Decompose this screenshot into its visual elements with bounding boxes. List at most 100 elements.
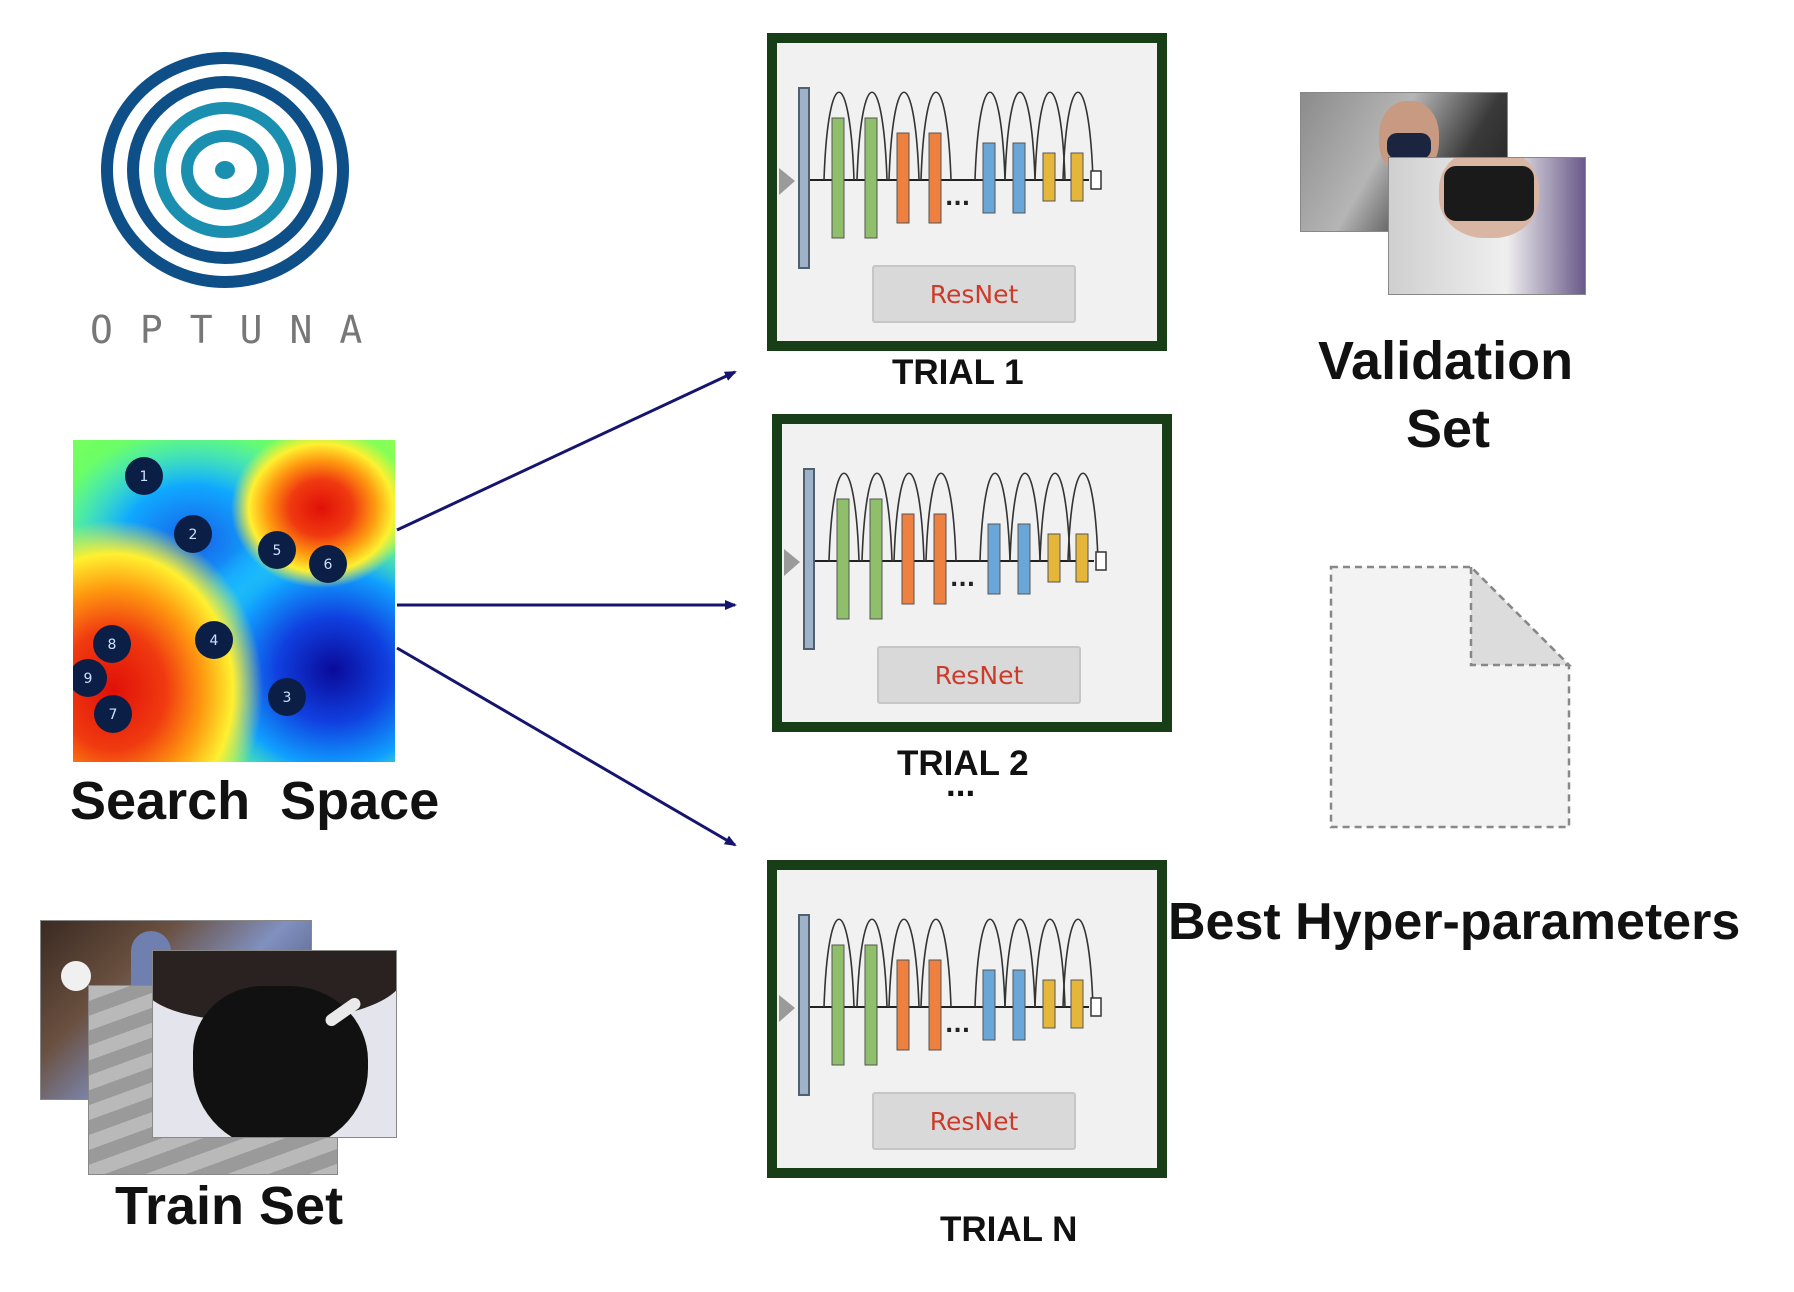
network-ellipsis: ...	[950, 567, 975, 592]
svg-text:8: 8	[108, 637, 117, 653]
layer-block-1	[831, 944, 845, 1066]
skip-connection	[823, 918, 855, 1008]
input-marker	[784, 549, 800, 576]
resnet-button[interactable]: ResNet	[877, 646, 1081, 704]
layer-block-4	[928, 959, 942, 1051]
layer-block-6	[1012, 142, 1026, 214]
optuna-concentric-rings-icon	[101, 52, 349, 288]
trial-1-box: ... ResNet	[767, 33, 1167, 351]
svg-text:4: 4	[210, 633, 219, 649]
layer-block-2	[864, 117, 878, 239]
layer-block-1	[836, 498, 850, 620]
search-point-9: 9	[73, 659, 107, 697]
skip-connection	[861, 472, 893, 562]
best-params-label: Best Hyper-parameters	[1168, 893, 1741, 951]
resnet-button[interactable]: ResNet	[872, 265, 1076, 323]
skip-connection	[920, 91, 952, 181]
search-point-5: 5	[258, 531, 296, 569]
layer-block-5	[987, 523, 1001, 595]
skip-connection	[828, 472, 860, 562]
skip-connection	[1034, 918, 1066, 1008]
svg-text:1: 1	[140, 469, 149, 485]
skip-connection	[1062, 91, 1094, 181]
layer-block-7	[1042, 979, 1056, 1029]
network-ellipsis: ...	[945, 1013, 970, 1038]
layer-block-3	[896, 959, 910, 1051]
validation-set-label-line2: Set	[1406, 399, 1491, 459]
layer-block-6	[1017, 523, 1031, 595]
search-point-1: 1	[125, 457, 163, 495]
svg-text:9: 9	[84, 671, 93, 687]
output-node	[1095, 551, 1107, 571]
arrow-to-trial-1	[396, 370, 737, 532]
validation-set-label-line1: Validation	[1318, 331, 1574, 391]
trials-ellipsis: ...	[946, 765, 976, 804]
search-space-label: Search Space	[70, 771, 440, 831]
resnet-diagram: ...	[779, 914, 1102, 1096]
optuna-logo: OPTUNA	[80, 40, 380, 360]
input-marker	[779, 995, 795, 1022]
resnet-diagram: ...	[784, 468, 1107, 650]
layer-block-3	[901, 513, 915, 605]
train-set-photos	[40, 920, 460, 1175]
svg-text:2: 2	[189, 527, 198, 543]
output-node	[1090, 170, 1102, 190]
search-point-7: 7	[94, 695, 132, 733]
layer-block-6	[1012, 969, 1026, 1041]
network-ellipsis: ...	[945, 186, 970, 211]
validation-photo-front	[1388, 157, 1586, 295]
input-layer	[798, 87, 810, 269]
layer-block-2	[864, 944, 878, 1066]
arrow-to-trial-n	[396, 646, 737, 847]
skip-connection	[888, 91, 920, 181]
svg-text:3: 3	[283, 690, 292, 706]
layer-block-4	[933, 513, 947, 605]
trial-n-box: ... ResNet	[767, 860, 1167, 1178]
train-set-label: Train Set	[115, 1176, 344, 1236]
skip-connection	[920, 918, 952, 1008]
skip-connection	[925, 472, 957, 562]
layer-block-5	[982, 969, 996, 1041]
skip-connection	[856, 918, 888, 1008]
skip-connection	[1034, 91, 1066, 181]
optuna-wordmark: OPTUNA	[90, 308, 390, 352]
layer-block-5	[982, 142, 996, 214]
svg-text:5: 5	[273, 543, 282, 559]
resnet-button[interactable]: ResNet	[872, 1092, 1076, 1150]
trial-2-box: ... ResNet	[772, 414, 1172, 732]
layer-block-7	[1047, 533, 1061, 583]
trial-2-label: TRIAL 2	[897, 744, 1029, 783]
input-layer	[803, 468, 815, 650]
skip-connection	[974, 91, 1006, 181]
train-photo-front	[152, 950, 397, 1138]
layer-block-2	[869, 498, 883, 620]
skip-connection	[1062, 918, 1094, 1008]
search-point-4: 4	[195, 621, 233, 659]
layer-block-8	[1075, 533, 1089, 583]
search-point-2: 2	[174, 515, 212, 553]
search-point-8: 8	[93, 625, 131, 663]
input-layer	[798, 914, 810, 1096]
trial-1-label: TRIAL 1	[892, 353, 1024, 392]
skip-connection	[1009, 472, 1041, 562]
validation-set-photos	[1300, 92, 1590, 297]
skip-connection	[888, 918, 920, 1008]
search-point-6: 6	[309, 545, 347, 583]
layer-block-1	[831, 117, 845, 239]
skip-connection	[979, 472, 1011, 562]
skip-connection	[893, 472, 925, 562]
skip-connection	[1039, 472, 1071, 562]
skip-connection	[1067, 472, 1099, 562]
svg-text:7: 7	[109, 707, 118, 723]
svg-text:6: 6	[324, 557, 333, 573]
skip-connection	[1004, 918, 1036, 1008]
skip-connection	[974, 918, 1006, 1008]
layer-block-3	[896, 132, 910, 224]
search-point-3: 3	[268, 678, 306, 716]
search-points: 1 2 3 4 5 6 7 8 9	[73, 457, 347, 733]
output-node	[1090, 997, 1102, 1017]
skip-connection	[823, 91, 855, 181]
input-marker	[779, 168, 795, 195]
layer-block-8	[1070, 152, 1084, 202]
skip-connection	[1004, 91, 1036, 181]
